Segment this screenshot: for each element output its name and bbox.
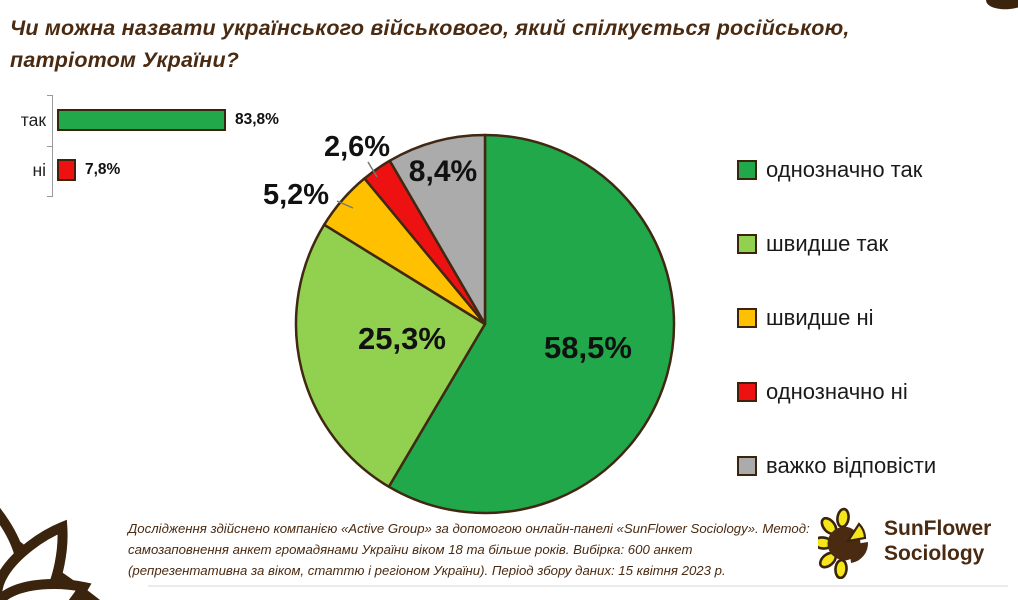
sunflower-icon (818, 507, 869, 579)
methodology-note: Дослідження здійснено компанією «Active … (128, 519, 828, 582)
bar-category-label: ні (32, 159, 46, 180)
legend-item-швидше так: швидше так (737, 230, 936, 256)
legend-item-однозначно так: однозначно так (737, 156, 936, 182)
title-line-2: патріотом України? (10, 48, 240, 73)
logo-wordmark: SunFlower Sociology (884, 517, 991, 567)
legend-label: швидше ні (766, 304, 874, 330)
pie-chart-svg: 58,5% 25,3% 5,2% 2,6% 8,4% (263, 131, 676, 515)
logo-line-1: SunFlower (884, 517, 992, 541)
pie-value-label: 8,4% (409, 155, 477, 188)
title-line-1: Чи можна назвати українського військовог… (10, 16, 850, 40)
legend-swatch (737, 233, 757, 254)
bar-segment (57, 109, 226, 131)
axis-tick (47, 146, 52, 147)
bar-row-ні: ні 7,8% (0, 145, 320, 195)
pie-label-leader (367, 161, 378, 178)
legend-item-важко відповісти: важко відповісти (737, 452, 937, 478)
pie-slice-однозначно так (387, 133, 676, 515)
legend-item-швидше ні: швидше ні (737, 304, 936, 330)
bar-chart-axis (52, 95, 53, 197)
legend-swatch (737, 381, 757, 402)
bar-category-label: так (20, 109, 46, 130)
bar-segment (57, 159, 76, 181)
pie-chart: 58,5% 25,3% 5,2% 2,6% 8,4% (250, 108, 720, 528)
logo-line-2: Sociology (884, 542, 985, 565)
legend-label: однозначно ні (766, 378, 908, 404)
bar-value-label: 7,8% (85, 161, 121, 178)
axis-tick (47, 95, 52, 96)
legend-label: швидше так (766, 230, 889, 256)
pie-value-label: 58,5% (544, 330, 632, 365)
bar-row-так: так 83,8% (0, 95, 320, 145)
legend-item-однозначно ні: однозначно ні (737, 378, 936, 404)
corner-petal-decoration (985, 0, 1018, 12)
survey-question-title: Чи можна назвати українського військовог… (10, 12, 970, 77)
pie-slice-важко відповісти (388, 133, 487, 326)
axis-tick (47, 196, 52, 197)
methodology-line-3: (репрезентативна за віком, статтю і регі… (128, 562, 726, 578)
legend-label: важко відповісти (766, 452, 937, 478)
pie-slice-швидше так (294, 223, 487, 488)
bottom-divider (148, 585, 1008, 587)
pie-value-label: 2,6% (324, 131, 390, 163)
legend-swatch (737, 307, 757, 328)
pie-value-label: 5,2% (263, 179, 329, 211)
pie-label-leader (336, 200, 354, 209)
pie-value-label: 25,3% (358, 321, 446, 356)
sunflower-sociology-logo: SunFlower Sociology (818, 505, 991, 579)
legend-swatch (737, 159, 757, 180)
petal-decoration (0, 486, 100, 600)
legend-label: однозначно так (766, 156, 923, 182)
pie-legend: однозначно так швидше так швидше ні однозна… (737, 156, 937, 478)
methodology-line-2: самозаповнення анкет громадянами України… (128, 541, 693, 557)
methodology-line-1: Дослідження здійснено компанією «Active … (128, 521, 810, 536)
bar-value-label: 83,8% (235, 111, 279, 128)
legend-swatch (737, 455, 757, 476)
yes-no-bar-chart: так 83,8% ні 7,8% (0, 95, 320, 205)
